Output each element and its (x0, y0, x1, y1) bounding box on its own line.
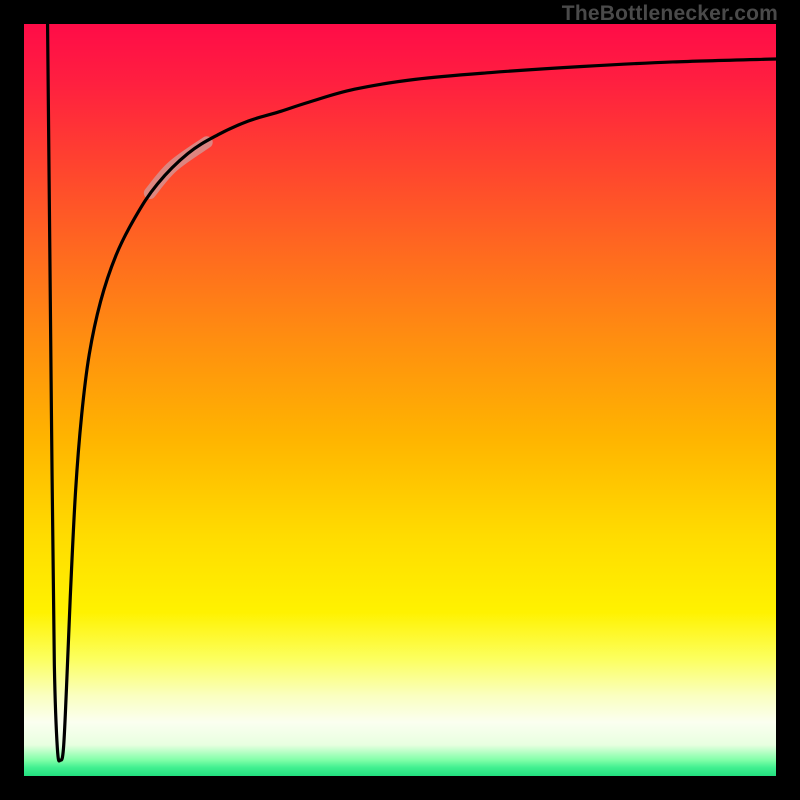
plot-background (21, 21, 779, 779)
chart-container: { "watermark": { "text": "TheBottlenecke… (0, 0, 800, 800)
bottleneck-chart (21, 21, 779, 779)
